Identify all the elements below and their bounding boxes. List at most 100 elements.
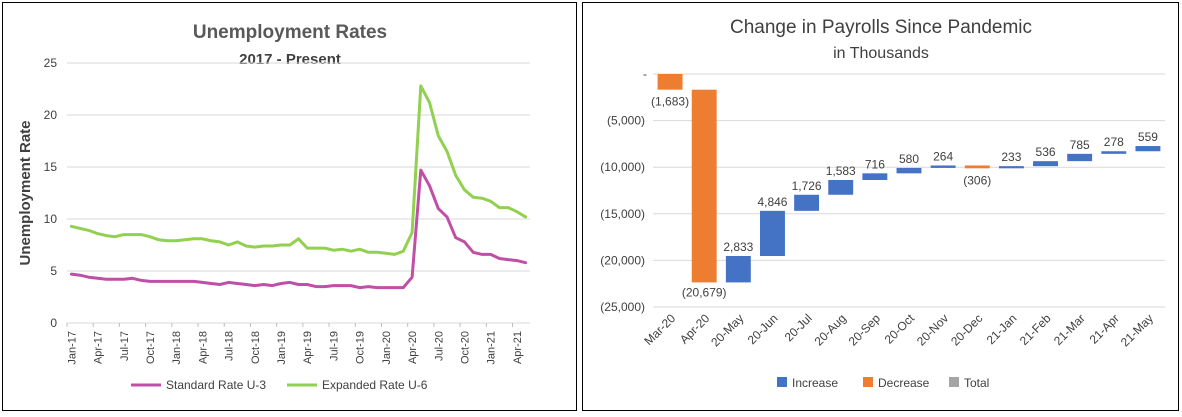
legend-label: Expanded Rate U-6 xyxy=(322,378,428,392)
x-tick-label: Apr-17 xyxy=(93,331,105,364)
data-point xyxy=(236,240,239,244)
x-tick-label: Apr-20 xyxy=(677,311,713,347)
data-label: (306) xyxy=(963,173,991,187)
data-point xyxy=(410,231,414,234)
x-tick-label: 21-Feb xyxy=(1017,311,1054,348)
x-tick-label: Jan-17 xyxy=(66,331,78,365)
data-label: 278 xyxy=(1104,135,1124,149)
increase-bar xyxy=(725,256,751,283)
data-point xyxy=(472,195,475,199)
x-tick-label: 20-May xyxy=(708,311,746,349)
y-tick-label: 10 xyxy=(44,212,58,226)
chart-subtitle: 2017 - Present xyxy=(239,51,341,68)
data-point xyxy=(253,245,257,249)
chart-title: Unemployment Rates xyxy=(193,22,387,43)
increase-bar xyxy=(1033,161,1058,167)
data-point xyxy=(349,284,353,287)
series-line-u3 xyxy=(69,168,528,290)
x-tick-label: Jan-21 xyxy=(486,331,498,365)
data-point xyxy=(419,168,423,172)
data-point xyxy=(498,206,501,209)
chart-title: Change in Payrolls Since Pandemic xyxy=(730,17,1032,38)
data-point xyxy=(524,215,527,219)
x-tick-label: Apr-20 xyxy=(407,331,419,364)
payrolls-chart-svg: Change in Payrolls Since Pandemic in Thou… xyxy=(600,17,1165,390)
data-point xyxy=(288,243,291,247)
x-tick-label: 20-Jul xyxy=(782,311,815,344)
data-point xyxy=(428,101,431,104)
data-point xyxy=(480,197,484,200)
data-point xyxy=(157,280,160,283)
data-point xyxy=(410,276,414,279)
x-tick-label: Jul-18 xyxy=(224,331,236,361)
data-point xyxy=(515,210,519,213)
data-point xyxy=(131,233,134,236)
increase-bar xyxy=(1067,153,1093,162)
x-tick-label: 21-Mar xyxy=(1051,311,1088,348)
data-point xyxy=(402,286,405,289)
data-point xyxy=(314,246,318,250)
data-point xyxy=(262,244,265,248)
data-point xyxy=(122,233,125,236)
x-tick-label: 21-Jan xyxy=(984,311,1020,347)
data-point xyxy=(454,174,457,177)
data-point xyxy=(227,243,230,247)
data-point xyxy=(244,283,248,286)
data-point xyxy=(166,239,169,243)
y-tick-label: (15,000) xyxy=(600,207,645,221)
data-point xyxy=(314,285,318,288)
data-point xyxy=(96,232,99,235)
data-point xyxy=(140,279,143,282)
y-axis-title: Unemployment Rate xyxy=(17,120,34,265)
data-label: 1,583 xyxy=(826,164,856,178)
y-tick-label: 5 xyxy=(50,264,57,278)
data-point xyxy=(78,273,82,277)
data-point xyxy=(463,240,466,244)
data-point xyxy=(244,244,248,248)
x-tick-label: Jul-20 xyxy=(433,331,445,361)
data-point xyxy=(524,261,527,264)
data-point xyxy=(445,150,449,153)
data-label: 716 xyxy=(865,157,885,171)
data-point xyxy=(367,285,370,288)
data-point xyxy=(472,251,475,254)
data-point xyxy=(454,236,457,239)
legend-label: Total xyxy=(964,376,989,390)
data-point xyxy=(288,281,291,284)
data-point xyxy=(340,247,344,251)
data-point xyxy=(367,251,370,254)
x-tick-label: Jan-19 xyxy=(276,331,288,365)
data-label: 559 xyxy=(1138,130,1158,144)
x-tick-label: Jul-19 xyxy=(328,331,340,361)
data-point xyxy=(70,225,73,228)
data-label: 536 xyxy=(1036,145,1056,159)
y-tick-label: 15 xyxy=(44,160,58,174)
data-point xyxy=(209,282,213,285)
x-tick-label: Mar-20 xyxy=(641,311,678,348)
data-point xyxy=(358,247,361,251)
data-point xyxy=(227,281,230,284)
legend-label: Standard Rate U-3 xyxy=(166,378,266,392)
data-point xyxy=(506,206,510,209)
data-point xyxy=(384,252,388,255)
data-point xyxy=(480,253,484,256)
data-point xyxy=(166,280,169,283)
increase-bar xyxy=(998,166,1024,169)
legend-swatch xyxy=(863,377,873,387)
data-point xyxy=(489,200,492,203)
data-point xyxy=(183,280,187,283)
data-point xyxy=(148,235,152,238)
legend-label: Increase xyxy=(792,376,838,390)
data-label: 785 xyxy=(1070,138,1090,152)
data-label: 264 xyxy=(933,149,953,163)
increase-bar xyxy=(794,194,820,211)
data-point xyxy=(437,134,440,137)
data-point xyxy=(218,240,222,244)
x-tick-label: Oct-17 xyxy=(145,331,157,364)
data-point xyxy=(70,272,73,276)
data-point xyxy=(428,184,431,187)
data-point xyxy=(201,281,204,284)
data-point xyxy=(489,253,492,256)
data-point xyxy=(323,246,326,250)
legend-swatch xyxy=(777,377,787,387)
